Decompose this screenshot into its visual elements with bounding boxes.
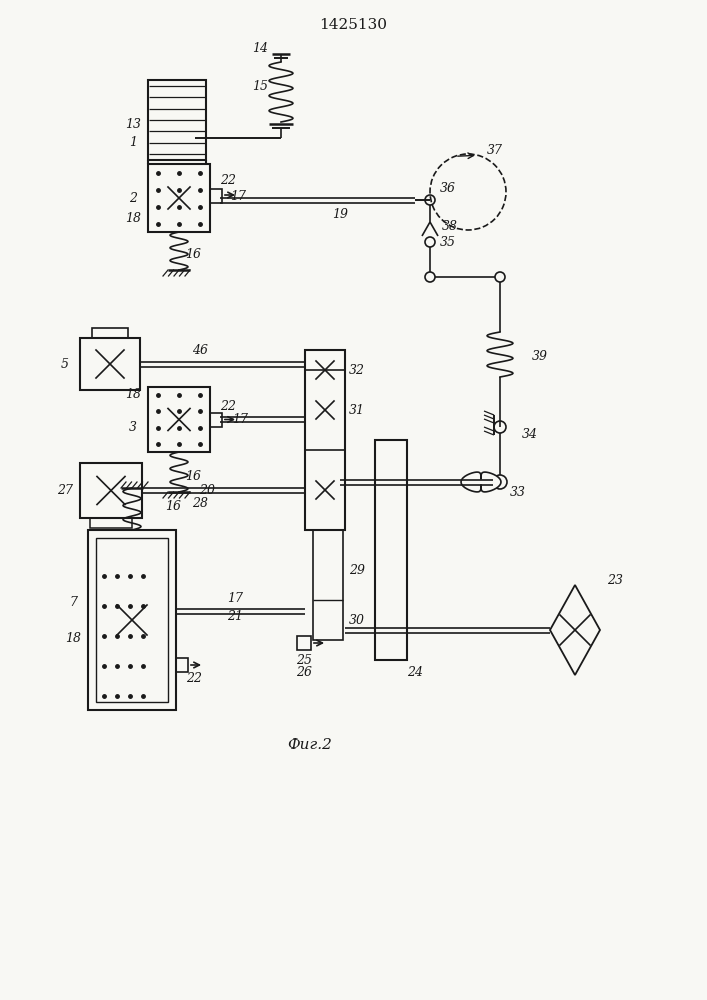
Text: 20: 20 [199, 484, 215, 496]
Bar [210, 189, 222, 203]
Text: 22: 22 [186, 672, 202, 684]
Text: 16: 16 [185, 247, 201, 260]
Text: 30: 30 [349, 613, 365, 626]
Bar [90, 518, 132, 528]
Text: 3: 3 [129, 421, 137, 434]
Bar [148, 80, 206, 160]
Text: 21: 21 [227, 609, 243, 622]
Text: 34: 34 [522, 428, 538, 442]
Text: 28: 28 [192, 497, 208, 510]
Text: 16: 16 [165, 499, 181, 512]
Text: 25: 25 [296, 654, 312, 666]
Bar [88, 530, 176, 710]
Bar [210, 412, 222, 426]
Bar [80, 338, 140, 390]
Text: 5: 5 [61, 358, 69, 370]
Text: Фиг.2: Фиг.2 [288, 738, 332, 752]
Text: 15: 15 [252, 81, 268, 94]
Polygon shape [461, 472, 501, 492]
Text: 27: 27 [57, 484, 73, 497]
Text: 29: 29 [349, 564, 365, 576]
Text: 46: 46 [192, 344, 208, 357]
Bar [148, 164, 210, 232]
Text: 37: 37 [487, 143, 503, 156]
Text: 33: 33 [510, 486, 526, 498]
Bar [148, 387, 210, 452]
Text: 16: 16 [185, 470, 201, 483]
Bar [297, 636, 311, 650]
Bar [176, 658, 188, 672]
Text: 17: 17 [227, 591, 243, 604]
Text: 22: 22 [220, 400, 236, 413]
Text: 17: 17 [232, 413, 248, 426]
Text: 32: 32 [349, 363, 365, 376]
Text: 31: 31 [349, 403, 365, 416]
Bar [375, 440, 407, 660]
Bar [80, 463, 142, 518]
Text: 13: 13 [125, 117, 141, 130]
Text: 18: 18 [125, 388, 141, 401]
Text: 1: 1 [129, 135, 137, 148]
Text: 17: 17 [230, 190, 246, 204]
Text: 1425130: 1425130 [319, 18, 387, 32]
Bar [313, 530, 343, 640]
Bar [92, 328, 128, 338]
Text: 39: 39 [532, 351, 548, 363]
Text: 18: 18 [125, 212, 141, 225]
Text: 2: 2 [129, 192, 137, 205]
Text: 23: 23 [607, 574, 623, 586]
Bar [305, 350, 345, 530]
Text: 18: 18 [65, 632, 81, 645]
Text: 24: 24 [407, 666, 423, 678]
Text: 26: 26 [296, 666, 312, 678]
Text: 35: 35 [440, 235, 456, 248]
Text: 19: 19 [332, 208, 348, 221]
Text: 38: 38 [442, 220, 458, 232]
Text: 22: 22 [220, 174, 236, 188]
Bar [96, 538, 168, 702]
Text: 36: 36 [440, 182, 456, 194]
Text: 14: 14 [252, 41, 268, 54]
Text: 7: 7 [69, 595, 77, 608]
